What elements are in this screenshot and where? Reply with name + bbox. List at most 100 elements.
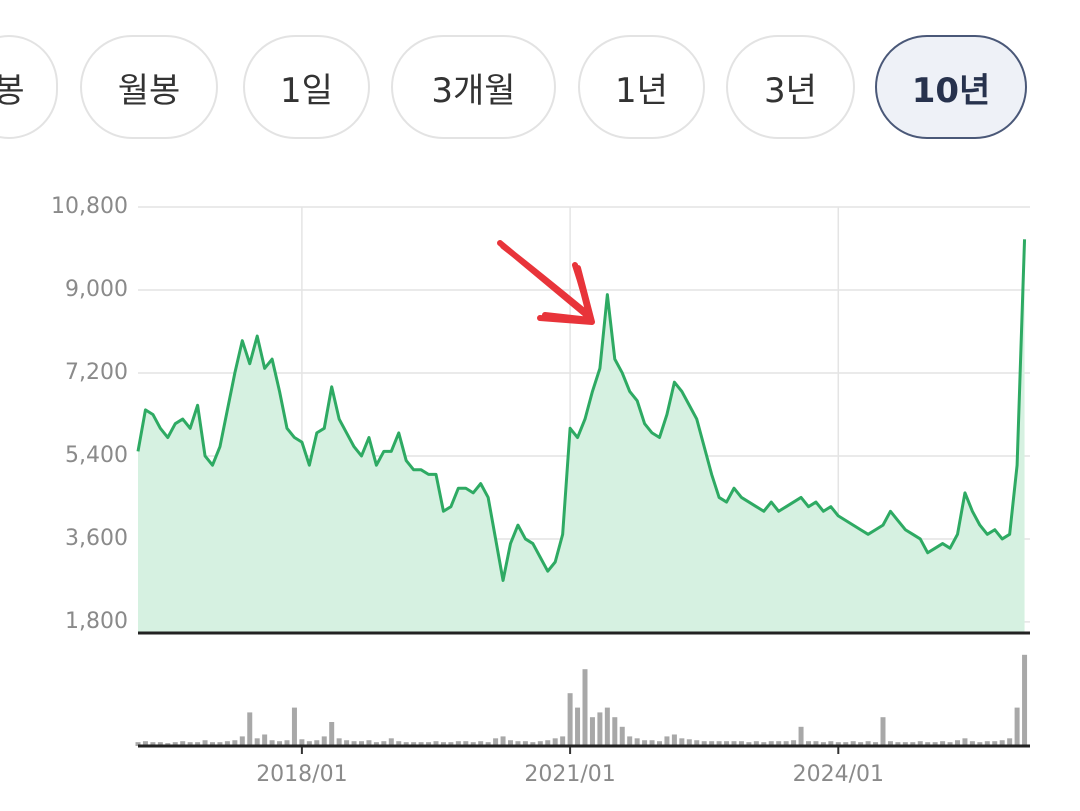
volume-bar bbox=[634, 738, 640, 746]
period-button[interactable]: 1년 bbox=[578, 35, 705, 139]
volume-bar bbox=[522, 741, 528, 746]
volume-bar bbox=[172, 742, 178, 746]
volume-bar bbox=[679, 738, 685, 746]
volume-bar bbox=[917, 741, 923, 746]
volume-bar bbox=[291, 707, 297, 746]
y-tick-label: 5,400 bbox=[65, 443, 128, 468]
volume-bar bbox=[493, 738, 499, 746]
volume-bar bbox=[157, 742, 163, 746]
volume-bar bbox=[500, 736, 506, 746]
volume-bar bbox=[247, 712, 253, 746]
volume-bar bbox=[239, 736, 245, 746]
annotation-arrow bbox=[497, 240, 595, 325]
volume-bar bbox=[820, 742, 826, 746]
volume-bar bbox=[359, 741, 364, 746]
volume-bar bbox=[299, 739, 305, 746]
volume-bar bbox=[768, 741, 774, 746]
volume-bar bbox=[731, 741, 737, 746]
volume-bar bbox=[880, 717, 886, 746]
volume-bar bbox=[612, 717, 618, 746]
volume-bar bbox=[515, 741, 521, 746]
volume-bar bbox=[418, 742, 424, 746]
volume-bar bbox=[224, 741, 230, 746]
volume-bar bbox=[798, 726, 804, 746]
volume-bar bbox=[977, 742, 983, 746]
volume-bar bbox=[753, 741, 759, 746]
volume-bar bbox=[508, 740, 513, 746]
volume-bar bbox=[642, 740, 648, 746]
period-button[interactable]: 1일 bbox=[243, 35, 370, 139]
volume-bar bbox=[195, 742, 201, 746]
volume-bar bbox=[694, 740, 700, 746]
volume-bar bbox=[627, 736, 633, 746]
volume-bar bbox=[262, 734, 268, 746]
volume-bar bbox=[604, 707, 610, 746]
volume-bar bbox=[567, 693, 573, 746]
volume-bar bbox=[776, 741, 782, 746]
volume-bar bbox=[709, 741, 715, 746]
volume-bar bbox=[925, 742, 931, 746]
volume-bar bbox=[806, 741, 811, 746]
volume-bar bbox=[955, 740, 960, 746]
volume-bar bbox=[150, 742, 156, 746]
volume-bar bbox=[962, 738, 968, 746]
y-tick-label: 1,800 bbox=[65, 609, 128, 634]
x-tick-label: 2018/01 bbox=[256, 762, 347, 787]
x-tick-label: 2024/01 bbox=[793, 762, 884, 787]
volume-bar bbox=[843, 742, 849, 746]
volume-bar bbox=[344, 740, 350, 746]
volume-bar bbox=[351, 741, 357, 746]
volume-bar bbox=[463, 741, 469, 746]
volume-bar bbox=[411, 742, 417, 746]
volume-bar bbox=[999, 740, 1005, 746]
volume-bar bbox=[582, 669, 588, 746]
volume-bar bbox=[865, 741, 871, 746]
period-button[interactable]: 3개월 bbox=[391, 35, 556, 139]
volume-bar bbox=[396, 741, 402, 746]
volume-bar bbox=[329, 722, 335, 746]
volume-bar bbox=[858, 742, 864, 746]
volume-bar bbox=[984, 741, 990, 746]
volume-bar bbox=[791, 740, 797, 746]
volume-bar bbox=[649, 740, 655, 746]
volume-bar bbox=[947, 742, 953, 746]
volume-bar bbox=[992, 741, 998, 746]
volume-bar bbox=[254, 738, 260, 746]
volume-bar bbox=[314, 740, 320, 746]
y-tick-label: 10,800 bbox=[51, 194, 128, 219]
volume-bar bbox=[575, 707, 581, 746]
period-button[interactable]: 3년 bbox=[726, 35, 855, 139]
volume-bar bbox=[545, 740, 551, 746]
volume-bar bbox=[813, 741, 819, 746]
y-tick-label: 7,200 bbox=[65, 360, 128, 385]
volume-bar bbox=[716, 741, 722, 746]
volume-bar bbox=[187, 742, 193, 746]
period-button[interactable]: 10년 bbox=[875, 35, 1027, 139]
volume-bar bbox=[336, 738, 342, 746]
volume-bar bbox=[306, 741, 312, 746]
volume-bar bbox=[373, 742, 379, 746]
volume-bar bbox=[142, 741, 148, 746]
volume-bar bbox=[433, 741, 439, 746]
volume-bar bbox=[589, 717, 595, 746]
volume-bar bbox=[448, 742, 454, 746]
volume-bar bbox=[850, 741, 856, 746]
volume-bar bbox=[552, 738, 558, 746]
volume-bar bbox=[366, 740, 372, 746]
volume-bar bbox=[724, 741, 730, 746]
volume-bar bbox=[537, 741, 543, 746]
volume-bar bbox=[1022, 654, 1028, 746]
period-button[interactable]: 월봉 bbox=[80, 35, 218, 139]
volume-bar bbox=[902, 742, 908, 746]
volume-bar bbox=[664, 736, 670, 746]
volume-bar bbox=[701, 741, 707, 746]
volume-bar bbox=[969, 741, 975, 746]
volume-bar bbox=[388, 738, 394, 746]
volume-bar bbox=[455, 741, 461, 746]
volume-bar bbox=[910, 742, 916, 746]
volume-bar bbox=[321, 736, 327, 746]
volume-bar bbox=[560, 736, 566, 746]
volume-bar bbox=[269, 740, 275, 746]
volume-bar bbox=[746, 742, 752, 746]
price-line bbox=[136, 239, 1027, 582]
